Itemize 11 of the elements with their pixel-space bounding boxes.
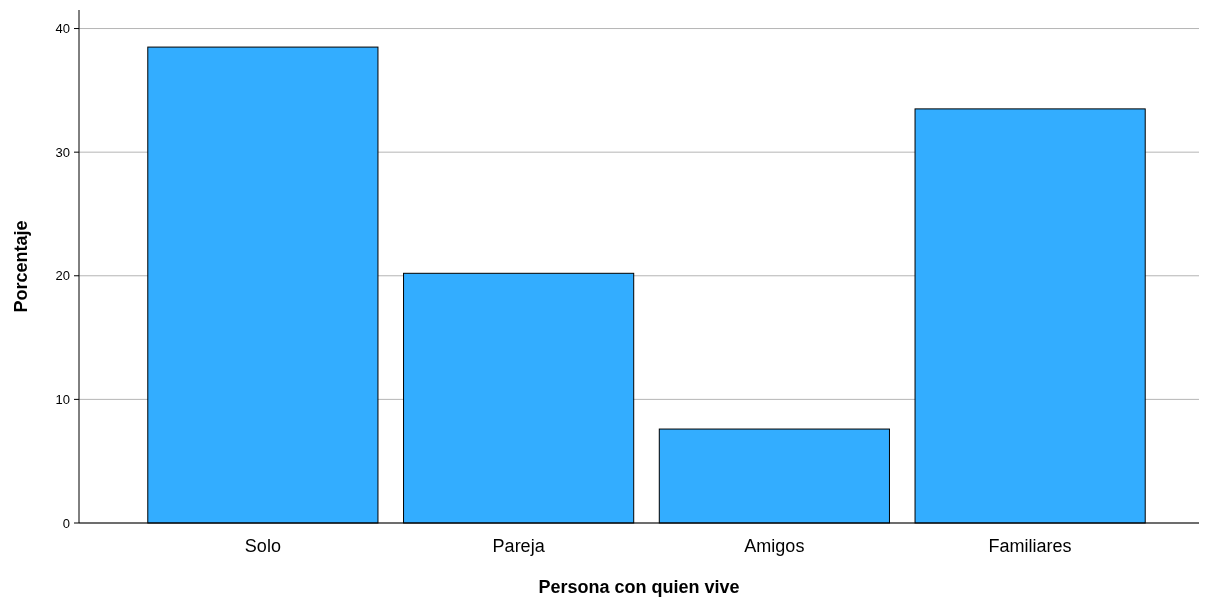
- y-tick-label: 40: [55, 21, 70, 37]
- y-tick-label: 0: [62, 515, 70, 531]
- x-tick-label: Solo: [244, 536, 281, 556]
- y-tick-label: 30: [55, 144, 70, 160]
- x-tick-label: Amigos: [744, 536, 805, 556]
- x-tick-label: Familiares: [988, 536, 1072, 556]
- x-tick-label: Pareja: [492, 536, 546, 556]
- x-axis-title: Persona con quien vive: [538, 577, 740, 597]
- y-tick-label: 20: [55, 268, 70, 284]
- y-tick-label: 10: [55, 391, 70, 407]
- y-axis-title: Porcentaje: [11, 220, 31, 313]
